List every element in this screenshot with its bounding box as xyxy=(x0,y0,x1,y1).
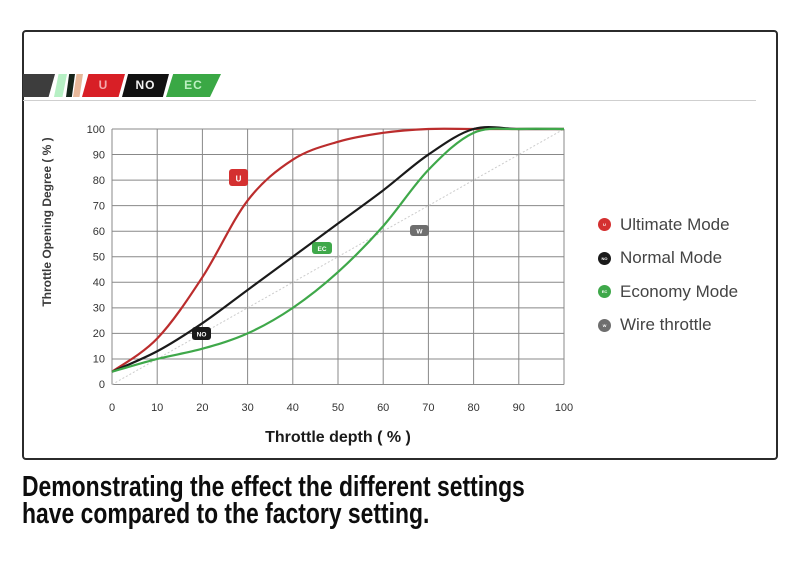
svg-text:0: 0 xyxy=(109,402,115,414)
svg-text:W: W xyxy=(416,229,423,236)
svg-text:10: 10 xyxy=(93,354,105,366)
svg-text:20: 20 xyxy=(196,402,208,414)
svg-text:70: 70 xyxy=(93,201,105,213)
svg-text:60: 60 xyxy=(93,226,105,238)
svg-text:60: 60 xyxy=(377,402,389,414)
svg-text:40: 40 xyxy=(287,402,299,414)
svg-text:40: 40 xyxy=(93,277,105,289)
svg-text:0: 0 xyxy=(99,379,105,391)
svg-text:EC: EC xyxy=(317,246,326,253)
svg-text:U: U xyxy=(236,175,242,184)
svg-text:NO: NO xyxy=(197,332,207,339)
svg-text:100: 100 xyxy=(87,124,105,136)
svg-text:80: 80 xyxy=(93,175,105,187)
svg-text:20: 20 xyxy=(93,328,105,340)
svg-text:80: 80 xyxy=(467,402,479,414)
svg-text:90: 90 xyxy=(513,402,525,414)
svg-text:90: 90 xyxy=(93,150,105,162)
svg-text:30: 30 xyxy=(93,303,105,315)
svg-text:10: 10 xyxy=(151,402,163,414)
svg-text:30: 30 xyxy=(241,402,253,414)
svg-text:100: 100 xyxy=(555,402,573,414)
svg-text:50: 50 xyxy=(332,402,344,414)
svg-text:50: 50 xyxy=(93,252,105,264)
svg-text:70: 70 xyxy=(422,402,434,414)
